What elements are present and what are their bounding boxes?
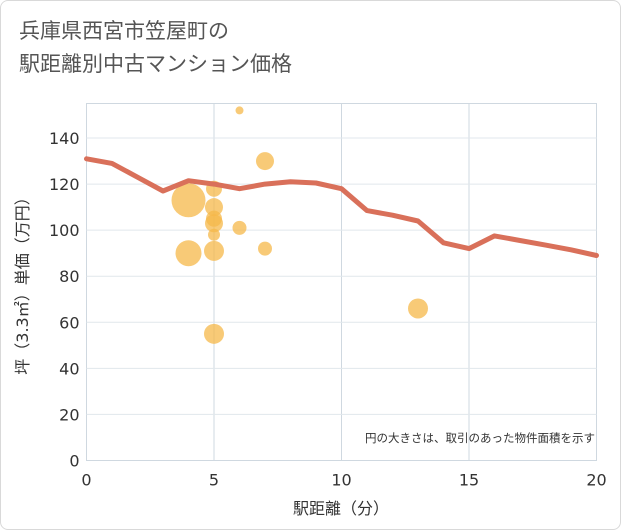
bubble-3 [171,183,206,218]
chart-title-line-1: 兵庫県西宮市笠屋町の [19,19,229,43]
x-axis-label: 駅距離（分） [293,499,389,518]
bubble-11 [175,240,202,267]
bubble-7 [232,220,247,235]
y-tick-labels: 0 20 40 60 80 100 120 140 [49,129,80,470]
y-tick-label-3: 60 [59,313,79,332]
bubble-0 [235,106,244,115]
size-note: 円の大きさは、取引のあった物件面積を示す [365,431,595,445]
bubble-13 [204,323,224,344]
bubble-6 [205,214,223,233]
bubble-8 [208,228,220,241]
chart-title: 兵庫県西宮市笠屋町の 駅距離別中古マンション価格 [19,15,292,81]
y-axis-label: 坪（3.3㎡）単価（万円） [13,189,32,374]
x-tick-label-2: 10 [331,471,351,490]
bubble-10 [204,240,224,261]
x-tick-label-0: 0 [81,471,91,490]
x-tick-labels: 0 5 10 15 20 [81,471,606,490]
bubble-9 [258,241,272,256]
y-tick-label-1: 20 [59,405,79,424]
y-tick-label-2: 40 [59,359,79,378]
x-tick-label-3: 15 [459,471,479,490]
y-tick-label-0: 0 [69,452,79,471]
grid [86,103,597,461]
bubble-12 [408,298,428,319]
trend-series [84,156,599,258]
y-tick-label-4: 80 [59,267,79,286]
bubble-4 [205,198,223,217]
x-tick-label-1: 5 [209,471,219,490]
trend-line [84,156,599,258]
y-tick-label-5: 100 [49,221,80,240]
chart-title-line-2: 駅距離別中古マンション価格 [19,52,292,76]
y-tick-label-7: 140 [49,129,80,148]
y-tick-label-6: 120 [49,175,80,194]
x-tick-label-4: 20 [586,471,606,490]
bubble-1 [256,152,274,171]
